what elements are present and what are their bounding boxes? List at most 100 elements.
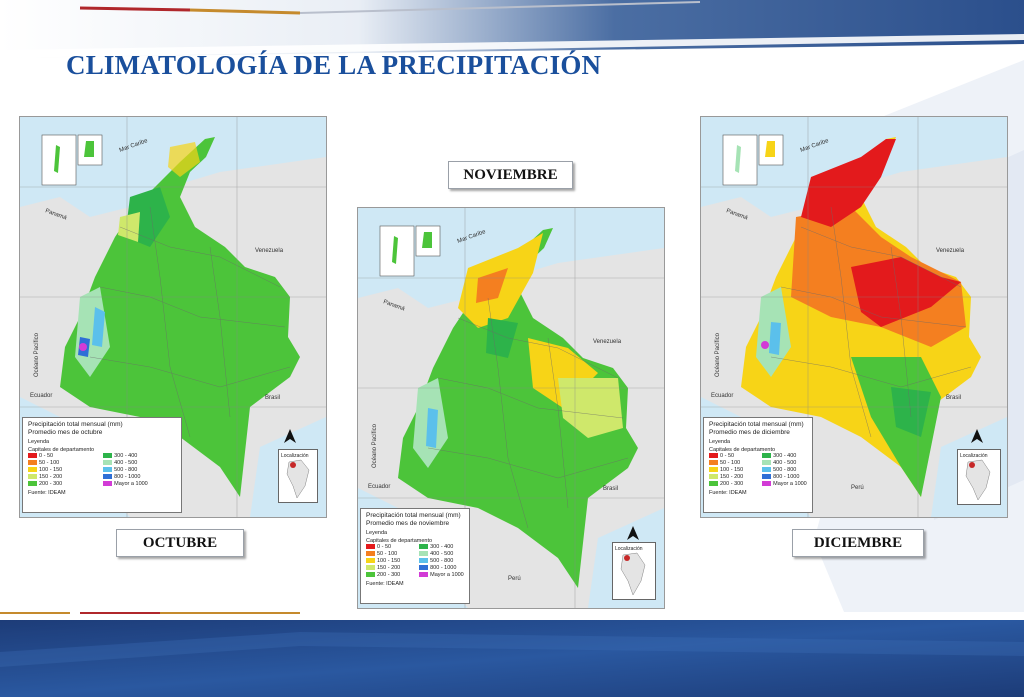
- legend-swatch: [762, 460, 772, 466]
- legend-range-label: 400 - 500: [773, 460, 797, 466]
- legend-item: 100 - 150: [709, 467, 752, 474]
- legend-range-label: 300 - 400: [773, 453, 797, 459]
- legend-swatch: [709, 460, 718, 466]
- legend-swatch: [709, 453, 718, 459]
- svg-text:Ecuador: Ecuador: [368, 484, 390, 490]
- label-ocean: Océano Pacífico: [34, 332, 40, 377]
- legend-swatch: [419, 544, 429, 550]
- legend-item: 300 - 400: [762, 453, 805, 460]
- legend-range-label: 500 - 800: [773, 467, 797, 473]
- legend-october: Precipitación total mensual (mm) Promedi…: [22, 417, 182, 513]
- legend-item: 100 - 150: [28, 467, 93, 474]
- legend-row: 150 - 200 800 - 1000: [366, 565, 464, 572]
- legend-swatch: [366, 544, 375, 550]
- legend-swatch: [103, 474, 113, 480]
- legend-december: Precipitación total mensual (mm) Promedi…: [703, 417, 813, 513]
- month-button-october[interactable]: OCTUBRE: [116, 529, 244, 557]
- legend-swatch: [709, 474, 718, 480]
- legend-november: Precipitación total mensual (mm) Promedi…: [360, 508, 470, 604]
- legend-capitals: Capitales de departamento: [709, 447, 776, 453]
- svg-text:Venezuela: Venezuela: [593, 339, 622, 345]
- legend-range-label: 500 - 800: [114, 467, 138, 473]
- legend-title: Precipitación total mensual (mm): [366, 512, 461, 519]
- legend-row: 100 - 150 500 - 800: [366, 558, 464, 565]
- legend-swatch: [419, 551, 429, 557]
- bottom-decorative-band: [0, 612, 1024, 697]
- page-title: CLIMATOLOGÍA DE LA PRECIPITACIÓN: [66, 50, 602, 80]
- legend-swatch: [28, 467, 37, 473]
- legend-swatch: [28, 481, 37, 487]
- legend-item: 0 - 50: [709, 453, 752, 460]
- legend-range-label: Mayor a 1000: [114, 481, 148, 487]
- legend-swatch: [28, 460, 37, 466]
- legend-swatch: [709, 481, 718, 487]
- top-decorative-band: [0, 0, 1024, 58]
- legend-range-label: 100 - 150: [39, 467, 63, 473]
- legend-row: 50 - 100 400 - 500: [366, 551, 464, 558]
- legend-swatch: [419, 558, 429, 564]
- svg-text:Localización: Localización: [281, 453, 309, 459]
- legend-item: 200 - 300: [28, 481, 93, 488]
- label-venezuela: Venezuela: [255, 248, 284, 254]
- legend-heading: Leyenda: [709, 439, 731, 445]
- legend-range-label: 50 - 100: [720, 460, 741, 466]
- legend-swatch: [419, 565, 429, 571]
- legend-item: 150 - 200: [28, 474, 93, 481]
- legend-range-label: 50 - 100: [377, 551, 398, 557]
- legend-swatch: [762, 481, 772, 487]
- legend-title: Precipitación total mensual (mm): [709, 421, 804, 428]
- legend-classes: 0 - 50 300 - 400 50 - 100 400 - 500 100 - 15…: [366, 544, 464, 579]
- legend-swatch: [28, 453, 37, 459]
- legend-swatch: [762, 467, 772, 473]
- legend-source: Fuente: IDEAM: [366, 581, 404, 587]
- legend-item: 400 - 500: [762, 460, 805, 467]
- legend-swatch: [419, 572, 429, 578]
- legend-row: 200 - 300 Mayor a 1000: [709, 481, 807, 488]
- legend-item: 800 - 1000: [419, 565, 462, 572]
- legend-item: 500 - 800: [103, 467, 168, 474]
- legend-row: 0 - 50 300 - 400: [709, 453, 807, 460]
- legend-swatch: [366, 558, 375, 564]
- legend-heading: Leyenda: [366, 530, 388, 536]
- month-button-december[interactable]: DICIEMBRE: [792, 529, 924, 557]
- localization-inset: Localización: [278, 449, 318, 503]
- legend-item: 100 - 150: [366, 558, 409, 565]
- legend-row: 200 - 300 Mayor a 1000: [366, 572, 464, 579]
- legend-swatch: [762, 474, 772, 480]
- legend-range-label: 800 - 1000: [114, 474, 141, 480]
- north-arrow-icon: [627, 526, 639, 540]
- legend-swatch: [762, 453, 772, 459]
- svg-text:Perú: Perú: [508, 576, 521, 582]
- legend-row: 50 - 100 400 - 500: [709, 460, 807, 467]
- legend-swatch: [28, 474, 37, 480]
- svg-text:Venezuela: Venezuela: [936, 248, 965, 254]
- legend-title: Precipitación total mensual (mm): [28, 421, 123, 428]
- localization-inset: Localización: [957, 449, 1001, 505]
- legend-swatch: [366, 565, 375, 571]
- legend-subtitle: Promedio mes de diciembre: [709, 429, 790, 436]
- legend-item: 800 - 1000: [103, 474, 168, 481]
- north-arrow-icon: [284, 429, 296, 443]
- legend-range-label: 100 - 150: [720, 467, 744, 473]
- legend-swatch: [103, 467, 113, 473]
- label-brasil: Brasil: [265, 395, 280, 401]
- legend-capitals: Capitales de departamento: [28, 447, 95, 453]
- legend-item: 50 - 100: [28, 460, 93, 467]
- legend-range-label: 0 - 50: [377, 544, 392, 550]
- legend-range-label: 0 - 50: [720, 453, 735, 459]
- legend-item: 0 - 50: [28, 453, 93, 460]
- label-ecuador: Ecuador: [30, 393, 52, 399]
- map-november: Mar Caribe Venezuela Panamá Océano Pacíf…: [357, 207, 665, 609]
- legend-row: 150 - 200 800 - 1000: [28, 474, 176, 481]
- legend-range-label: 800 - 1000: [430, 565, 457, 571]
- svg-text:Océano Pacífico: Océano Pacífico: [372, 423, 378, 468]
- month-button-november[interactable]: NOVIEMBRE: [448, 161, 573, 189]
- svg-text:Océano Pacífico: Océano Pacífico: [715, 332, 721, 377]
- legend-heading: Leyenda: [28, 439, 50, 445]
- legend-range-label: 400 - 500: [114, 460, 138, 466]
- legend-item: Mayor a 1000: [103, 481, 168, 488]
- legend-row: 200 - 300 Mayor a 1000: [28, 481, 176, 488]
- legend-item: Mayor a 1000: [419, 572, 464, 579]
- svg-text:Perú: Perú: [851, 485, 864, 491]
- legend-range-label: 100 - 150: [377, 558, 401, 564]
